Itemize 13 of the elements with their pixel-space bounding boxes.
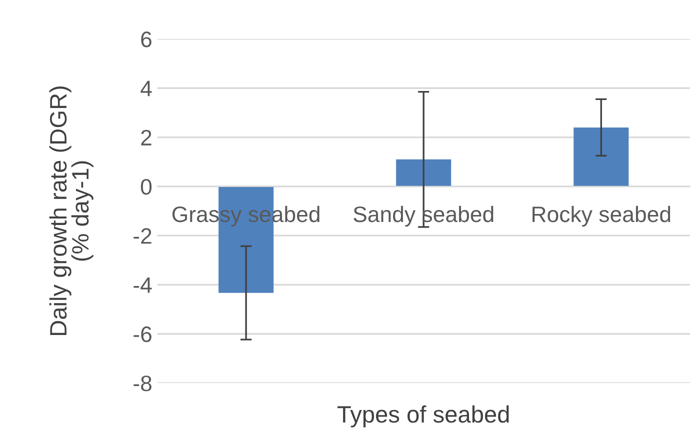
y-tick-label: -6 bbox=[134, 326, 152, 342]
y-tick-label: 4 bbox=[140, 80, 152, 96]
y-tick-label: -4 bbox=[134, 278, 152, 293]
y-tick-label: 0 bbox=[140, 178, 152, 195]
bar bbox=[396, 159, 452, 186]
y-tick-label: -2 bbox=[134, 228, 152, 244]
y-tick-label: -8 bbox=[134, 376, 152, 392]
bar bbox=[574, 127, 629, 186]
y-tick-label: 6 bbox=[141, 32, 152, 48]
x-tick-label: Rocky seabed bbox=[532, 206, 670, 227]
x-axis-title: Types of seabed bbox=[337, 405, 509, 428]
y-axis-title: Daily growth rate (DGR) (% day-1) bbox=[49, 86, 94, 336]
y-tick-label: 2 bbox=[141, 130, 152, 146]
